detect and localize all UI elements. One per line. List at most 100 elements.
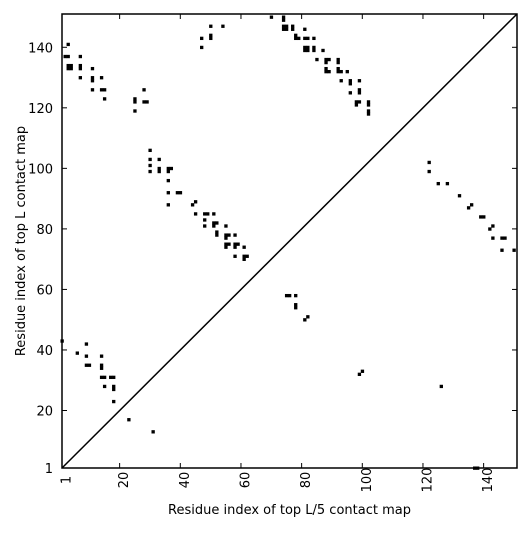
contact-point <box>178 191 183 195</box>
contact-point <box>90 88 95 92</box>
contact-point <box>303 27 307 31</box>
marks-layer <box>60 15 516 470</box>
contact-point <box>215 221 219 225</box>
contact-point <box>200 36 204 41</box>
contact-point <box>212 212 216 216</box>
contact-point <box>84 342 89 346</box>
contact-point <box>99 366 104 370</box>
contact-point <box>348 79 352 83</box>
contact-point <box>284 293 289 298</box>
contact-point <box>203 218 207 222</box>
contact-point <box>242 257 246 261</box>
contact-point <box>99 354 104 358</box>
contact-point <box>102 88 107 92</box>
contact-point <box>324 66 328 71</box>
contact-point <box>303 36 307 41</box>
contact-point <box>112 375 116 380</box>
contact-point <box>112 399 116 404</box>
contact-point <box>102 384 107 389</box>
contact-point <box>127 418 131 422</box>
contact-point <box>227 233 231 237</box>
x-tick-label: 120 <box>420 468 435 493</box>
contact-point <box>491 224 495 228</box>
x-tick-label: 40 <box>178 472 193 489</box>
contact-point <box>491 236 495 240</box>
contact-point <box>306 45 310 50</box>
contact-point <box>221 24 225 28</box>
contact-point <box>102 97 107 101</box>
contact-point <box>303 45 307 50</box>
contact-point <box>269 15 274 19</box>
contact-point <box>500 248 504 252</box>
contact-point <box>357 91 362 95</box>
contact-point <box>236 242 240 246</box>
contact-point <box>193 200 198 204</box>
contact-point <box>324 57 328 62</box>
contact-point <box>357 79 362 83</box>
contact-point <box>284 27 289 31</box>
contact-point <box>312 45 316 50</box>
contact-point <box>90 79 95 83</box>
contact-point <box>357 372 362 376</box>
contact-point <box>366 109 371 113</box>
contact-point <box>366 103 371 107</box>
contact-point <box>99 375 104 380</box>
contact-point <box>306 36 310 41</box>
contact-point <box>148 163 152 168</box>
contact-point <box>324 60 328 65</box>
contact-point <box>203 212 207 216</box>
contact-point <box>102 375 107 380</box>
contact-point <box>336 60 340 65</box>
contact-point <box>291 27 295 31</box>
contact-point <box>224 236 228 240</box>
contact-point <box>339 69 343 74</box>
contact-point <box>281 24 286 28</box>
contact-point <box>75 351 79 355</box>
contact-point <box>87 363 92 367</box>
contact-point <box>166 166 170 171</box>
contact-point <box>312 36 316 41</box>
contact-point <box>99 76 104 80</box>
contact-point <box>212 224 216 228</box>
x-tick-label: 20 <box>117 472 132 489</box>
y-tick-label: 80 <box>36 223 53 238</box>
contact-point <box>133 109 137 113</box>
x-tick-label: 140 <box>481 468 496 493</box>
contact-point <box>66 66 70 71</box>
contact-point <box>193 212 198 216</box>
contact-point <box>500 236 504 240</box>
contact-point <box>215 230 219 234</box>
contact-point <box>109 375 113 380</box>
x-tick-label: 100 <box>360 468 375 493</box>
contact-point <box>457 194 462 198</box>
y-tick-label: 100 <box>28 162 53 177</box>
contact-point <box>84 354 89 358</box>
y-tick-label: 140 <box>28 41 53 56</box>
contact-point <box>99 88 104 92</box>
contact-point <box>294 36 298 41</box>
contact-point <box>148 157 152 162</box>
plot-frame <box>61 13 518 469</box>
contact-point <box>479 215 483 219</box>
y-tick-label: 120 <box>28 102 53 117</box>
contact-point <box>284 24 289 28</box>
contact-point <box>233 233 237 237</box>
contact-point <box>224 242 228 246</box>
contact-point <box>90 76 95 80</box>
contact-point <box>78 63 83 68</box>
contact-point <box>366 100 371 104</box>
contact-point <box>200 45 204 50</box>
contact-point <box>224 224 228 228</box>
x-tick-label: 1 <box>60 476 75 484</box>
contact-point <box>324 69 328 74</box>
contact-point <box>354 103 359 107</box>
contact-point <box>327 69 331 74</box>
contact-point <box>294 33 298 37</box>
contact-point <box>297 36 301 41</box>
contact-point <box>227 242 231 246</box>
contact-point <box>336 57 340 62</box>
x-axis-label: Residue index of top L/5 contact map <box>168 503 411 518</box>
